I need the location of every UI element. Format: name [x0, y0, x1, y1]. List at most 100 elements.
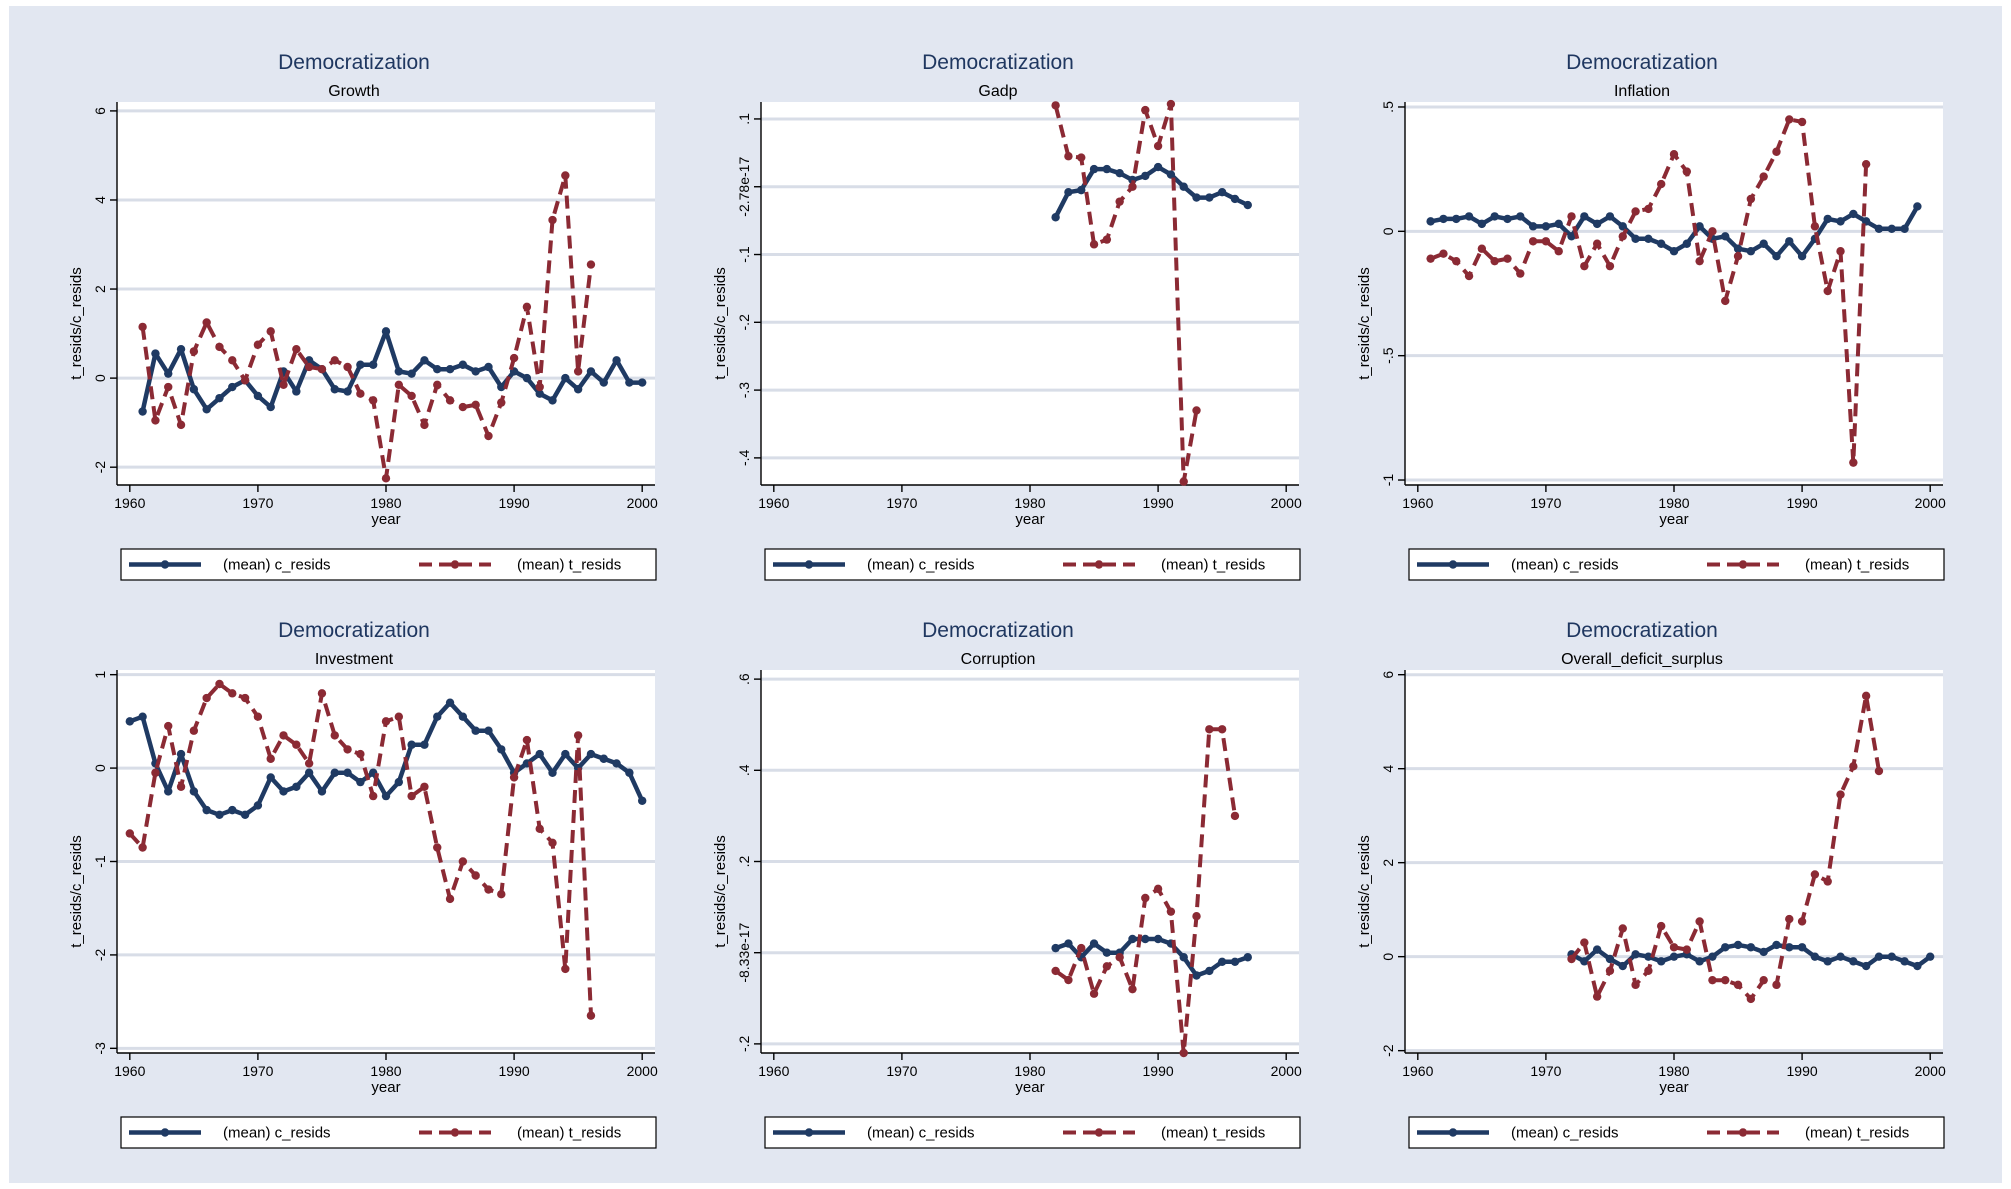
- chart-title: Democratization: [1566, 51, 1718, 74]
- c-resids-point: [1179, 182, 1188, 191]
- legend-marker-t-resids: [450, 560, 460, 569]
- t-resids-point: [1217, 725, 1227, 734]
- y-tick-label: -.2: [736, 314, 752, 331]
- t-resids-point: [164, 382, 173, 392]
- t-resids-point: [317, 689, 327, 698]
- t-resids-point: [1541, 237, 1551, 246]
- legend-marker-c-resids: [1448, 560, 1458, 569]
- chart-panel: Democratization Overall_deficit_surplus -2…: [1297, 574, 1946, 1149]
- c-resids-point: [1102, 164, 1112, 174]
- c-resids-point: [1089, 164, 1099, 174]
- legend-marker-t-resids: [1094, 1128, 1104, 1137]
- c-resids-point: [1656, 239, 1666, 248]
- legend-marker-t-resids: [1094, 560, 1104, 569]
- x-tick-label: 2000: [627, 1063, 658, 1079]
- t-resids-point: [1605, 966, 1615, 975]
- t-resids-point: [356, 389, 365, 398]
- t-resids-point: [1141, 893, 1150, 903]
- y-tick-label: -.3: [736, 382, 752, 399]
- t-resids-point: [304, 362, 314, 372]
- c-resids-line: [1054, 936, 1249, 978]
- c-resids-point: [1230, 957, 1240, 967]
- c-resids-point: [292, 782, 301, 791]
- t-resids-point: [1708, 227, 1717, 236]
- c-resids-point: [625, 768, 634, 777]
- y-tick-label: 2: [92, 285, 108, 293]
- t-resids-point: [1669, 943, 1679, 952]
- t-resids-point: [484, 431, 493, 441]
- x-tick-label: 2000: [1271, 1063, 1302, 1079]
- y-axis-title: t_resids/c_resids: [68, 835, 85, 948]
- c-resids-point: [535, 389, 544, 398]
- legend-label-c-resids: (mean) c_resids: [223, 557, 331, 574]
- y-tick-label: -.1: [736, 246, 752, 263]
- t-resids-point: [1592, 992, 1602, 1001]
- t-resids-point: [1810, 222, 1820, 231]
- legend-box: [120, 548, 657, 581]
- y-tick-label: .4: [736, 764, 752, 776]
- c-resids-point: [330, 768, 339, 777]
- t-resids-point: [548, 838, 557, 848]
- t-resids-point: [1115, 953, 1124, 962]
- c-resids-point: [1733, 244, 1743, 253]
- t-resids-point: [1849, 762, 1858, 771]
- t-resids-point: [561, 171, 570, 180]
- t-resids-point: [1179, 1048, 1188, 1058]
- t-resids-point: [394, 380, 404, 389]
- c-resids-point: [1913, 202, 1922, 211]
- c-resids-point: [1644, 234, 1653, 243]
- c-resids-point: [164, 369, 173, 378]
- t-resids-point: [1785, 115, 1794, 124]
- c-resids-point: [1708, 952, 1717, 961]
- chart-subtitle: Gadp: [978, 83, 1017, 100]
- t-resids-point: [343, 362, 352, 372]
- legend-label-t-resids: (mean) t_resids: [1805, 1125, 1909, 1142]
- t-resids-point: [202, 318, 211, 327]
- t-resids-point: [228, 356, 237, 365]
- t-resids-point: [228, 689, 237, 698]
- legend-box: [120, 1116, 657, 1149]
- c-resids-point: [1772, 940, 1781, 950]
- t-resids-point: [1477, 244, 1487, 253]
- t-resids-point: [266, 754, 275, 763]
- c-resids-point: [484, 362, 493, 372]
- x-tick-label: 1970: [1530, 495, 1561, 511]
- y-tick-label: -.4: [736, 450, 752, 467]
- t-resids-point: [1192, 406, 1201, 415]
- x-axis-title: year: [1659, 511, 1688, 528]
- t-resids-line: [140, 173, 593, 481]
- t-resids-point: [445, 894, 455, 904]
- y-tick-label: 4: [92, 196, 108, 204]
- chart-subtitle: Investment: [315, 651, 394, 668]
- t-resids-point: [586, 260, 596, 269]
- t-resids-point: [381, 717, 391, 726]
- t-resids-point: [1580, 938, 1589, 947]
- t-resids-point: [1733, 251, 1743, 261]
- c-resids-point: [1605, 954, 1615, 964]
- chart-title: Democratization: [922, 51, 1074, 74]
- x-axis-title: year: [1659, 1079, 1688, 1096]
- t-resids-point: [1592, 239, 1602, 248]
- legend-label-c-resids: (mean) c_resids: [867, 1125, 975, 1142]
- x-tick-label: 1960: [758, 495, 789, 511]
- c-resids-point: [151, 349, 160, 358]
- figure-background: Democratization Growth -2 0 2 4 6 1960 1970 1980 1…: [9, 6, 2002, 1183]
- c-resids-point: [1516, 212, 1525, 221]
- t-resids-point: [1064, 152, 1073, 161]
- t-resids-point: [215, 679, 224, 689]
- c-resids-point: [458, 712, 468, 721]
- c-resids-point: [1785, 943, 1794, 952]
- c-resids-point: [304, 768, 314, 777]
- y-tick-label: -1: [92, 855, 108, 868]
- c-resids-point: [420, 740, 429, 749]
- t-resids-point: [292, 344, 301, 354]
- c-resids-point: [1669, 247, 1679, 256]
- t-resids-point: [266, 327, 275, 336]
- c-resids-point: [637, 378, 647, 387]
- chart-grid: Democratization Growth -2 0 2 4 6 1960 1970 1980 1…: [9, 6, 2002, 1183]
- c-resids-point: [1797, 943, 1807, 952]
- y-tick-label: 0: [1380, 227, 1396, 235]
- t-resids-point: [1618, 924, 1627, 933]
- y-tick-label: -.5: [1380, 347, 1396, 364]
- c-resids-point: [1528, 222, 1538, 231]
